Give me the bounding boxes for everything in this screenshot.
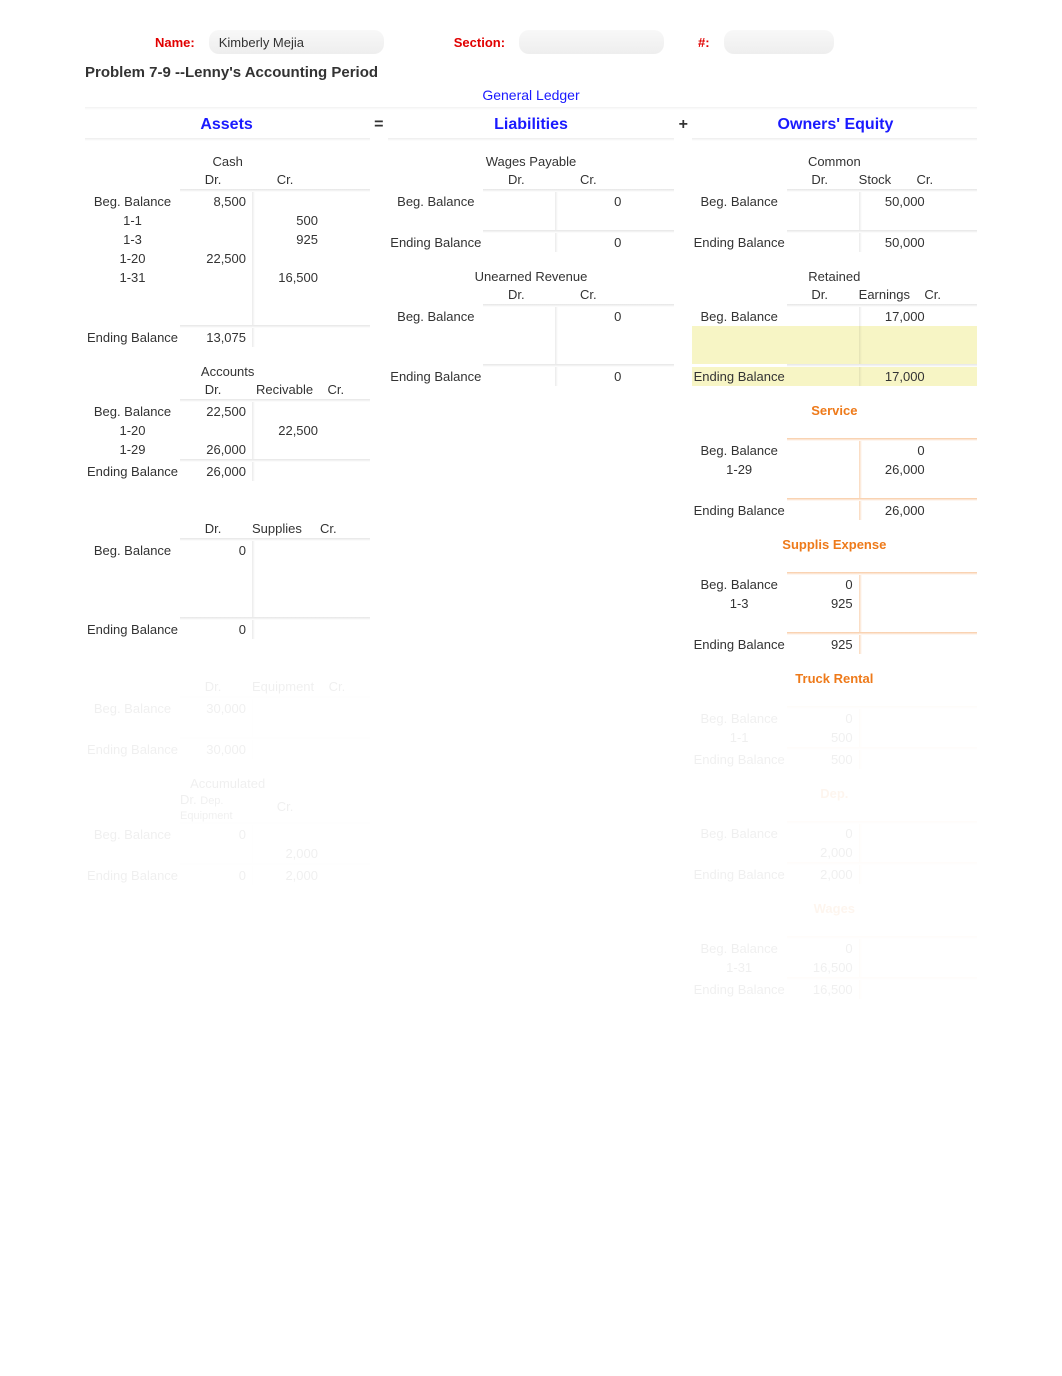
- equity-header: Owners' Equity: [694, 112, 977, 134]
- t-account-cash: Cash Dr. Cr. Beg. Balance8,500 1-1500 1-…: [85, 155, 370, 347]
- table-row: 1-3925: [85, 230, 370, 249]
- t-account-supplies: Dr. Supplies Cr. Beg. Balance0 Ending Ba…: [85, 519, 370, 639]
- table-row: 1-1500: [85, 211, 370, 230]
- plus-op: +: [673, 116, 694, 134]
- end-row: Ending Balance13,075: [85, 328, 370, 347]
- highlight-end-row: Ending Balance17,000: [692, 367, 977, 386]
- t-account-truck-rental: Truck Rental Beg. Balance0 1-1500 Ending…: [692, 672, 977, 769]
- num-label: #:: [698, 35, 710, 50]
- num-input[interactable]: [724, 30, 834, 54]
- cash-title: Cash: [85, 155, 370, 170]
- equity-column: Common Dr.Stock Cr. Beg. Balance50,000 E…: [692, 155, 977, 1017]
- cr-label: Cr.: [252, 172, 324, 187]
- name-input[interactable]: [209, 30, 384, 54]
- assets-header: Assets: [85, 112, 368, 134]
- t-account-service: Service Beg. Balance0 1-2926,000 Ending …: [692, 404, 977, 520]
- ar-title1: Accounts: [85, 365, 370, 380]
- dr-label: Dr.: [180, 172, 252, 187]
- column-headers: Assets = Liabilities + Owners' Equity: [85, 112, 977, 138]
- t-account-accum-dep: Accumulated Dr. Dep. Equipment Cr. Beg. …: [85, 777, 370, 885]
- t-account-common-stock: Common Dr.Stock Cr. Beg. Balance50,000 E…: [692, 155, 977, 252]
- ledger-columns: Cash Dr. Cr. Beg. Balance8,500 1-1500 1-…: [85, 155, 977, 1017]
- t-account-equipment: Dr. Equipment Cr. Beg. Balance30,000 End…: [85, 677, 370, 759]
- general-ledger-title: General Ledger: [85, 87, 977, 103]
- table-row: 1-2022,500: [85, 249, 370, 268]
- equals-op: =: [368, 116, 389, 134]
- table-row: 1-3116,500: [85, 268, 370, 287]
- t-account-supplies-expense: Supplis Expense Beg. Balance0 1-3925 End…: [692, 538, 977, 654]
- t-account-retained: Retained Dr.Earnings Cr. Beg. Balance17,…: [692, 270, 977, 386]
- cash-body: Beg. Balance8,500 1-1500 1-3925 1-2022,5…: [85, 192, 370, 287]
- table-row: 1-2926,000: [85, 440, 370, 459]
- highlight-row: [692, 326, 977, 345]
- assets-column: Cash Dr. Cr. Beg. Balance8,500 1-1500 1-…: [85, 155, 370, 1017]
- problem-title: Problem 7-9 --Lenny's Accounting Period: [85, 64, 977, 81]
- t-account-ar: Accounts Dr. Recivable Cr. Beg. Balance2…: [85, 365, 370, 481]
- t-account-unearned: Unearned Revenue Dr.Cr. Beg. Balance0 En…: [388, 270, 673, 386]
- name-label: Name:: [155, 35, 195, 50]
- t-account-wages-payable: Wages Payable Dr.Cr. Beg. Balance0 Endin…: [388, 155, 673, 252]
- table-row: Beg. Balance8,500: [85, 192, 370, 211]
- liabilities-column: Wages Payable Dr.Cr. Beg. Balance0 Endin…: [388, 155, 673, 1017]
- dr-cr-row: Dr. Cr.: [85, 170, 370, 189]
- header-row: Name: Section: #:: [85, 30, 977, 54]
- highlight-row: [692, 345, 977, 364]
- table-row: 1-2022,500: [85, 421, 370, 440]
- section-label: Section:: [454, 35, 505, 50]
- table-row: Beg. Balance22,500: [85, 402, 370, 421]
- t-account-dep: Dep. Beg. Balance0 2,000 Ending Balance2…: [692, 787, 977, 884]
- t-account-wages-exp: Wages Beg. Balance0 1-3116,500 Ending Ba…: [692, 902, 977, 999]
- separator: [85, 107, 977, 110]
- liabilities-header: Liabilities: [389, 112, 672, 134]
- section-input[interactable]: [519, 30, 664, 54]
